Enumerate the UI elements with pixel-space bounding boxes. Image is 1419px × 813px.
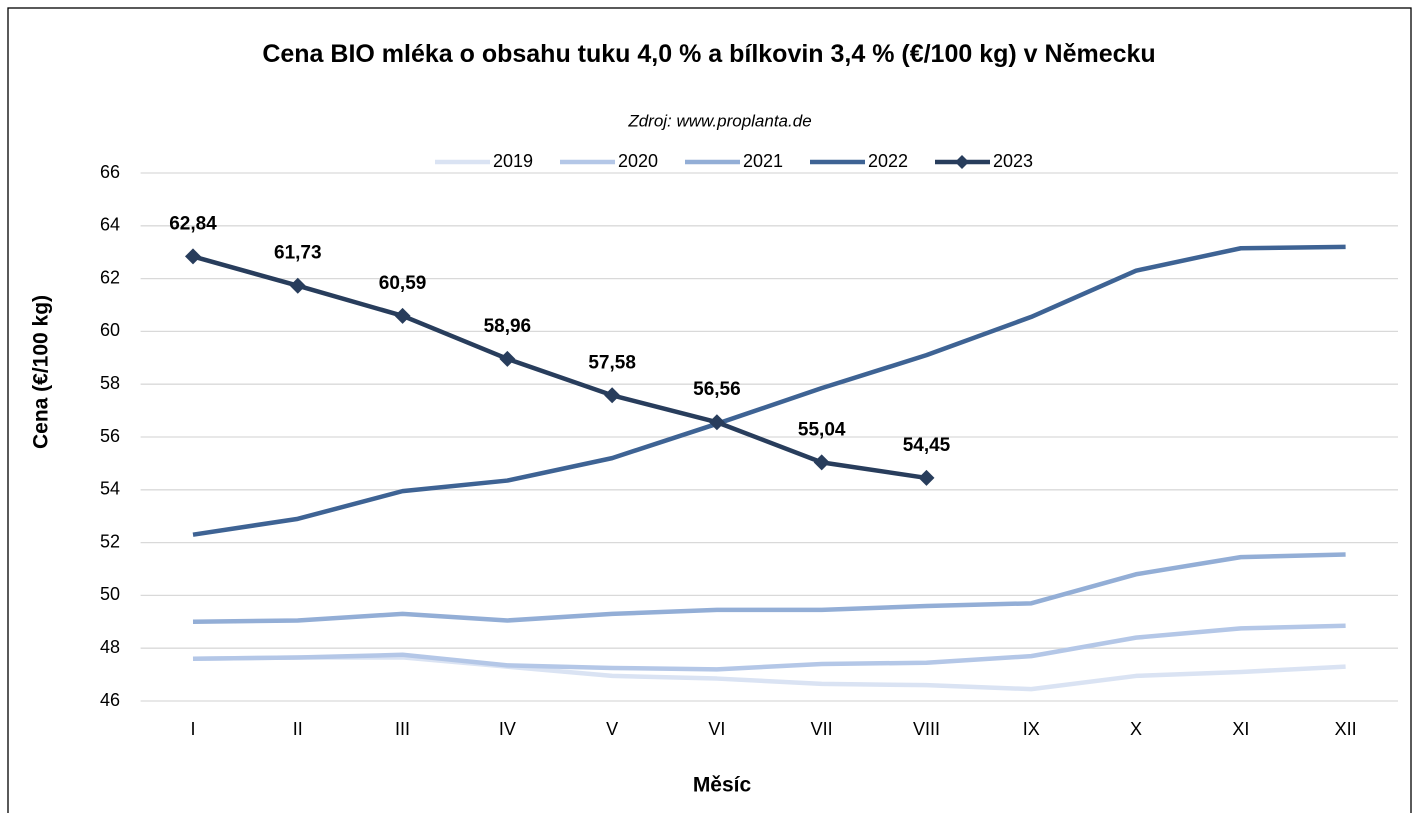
x-axis-label: Měsíc — [693, 774, 752, 797]
legend-label: 2023 — [993, 151, 1033, 171]
x-tick-label: X — [1130, 719, 1142, 739]
x-tick-label: IV — [499, 719, 516, 739]
x-tick-label: XI — [1232, 719, 1249, 739]
data-label: 54,45 — [903, 435, 951, 456]
y-tick-label: 50 — [100, 584, 120, 604]
y-tick-label: 60 — [100, 320, 120, 340]
data-label: 58,96 — [484, 316, 532, 337]
y-axis-label: Cena (€/100 kg) — [30, 295, 53, 449]
x-tick-label: IX — [1023, 719, 1040, 739]
series-line — [192, 254, 927, 481]
data-label: 60,59 — [379, 273, 427, 294]
y-tick-label: 62 — [100, 267, 120, 287]
point-marker — [289, 277, 306, 294]
y-tick-label: 52 — [100, 531, 120, 551]
y-tick-label: 66 — [100, 162, 120, 182]
x-tick-label: VIII — [913, 719, 940, 739]
series-line — [192, 552, 1346, 625]
x-tick-label: II — [293, 719, 303, 739]
y-tick-label: 64 — [100, 215, 120, 235]
series-line — [192, 623, 1346, 672]
point-marker — [184, 248, 201, 265]
chart-title: Cena BIO mléka o obsahu tuku 4,0 % a bíl… — [262, 40, 1156, 68]
legend-label: 2019 — [493, 151, 533, 171]
x-tick-label: III — [395, 719, 410, 739]
series-line — [192, 244, 1346, 537]
legend-label: 2020 — [618, 151, 658, 171]
point-marker — [394, 307, 411, 324]
data-label: 62,84 — [169, 213, 217, 234]
data-label: 55,04 — [798, 419, 846, 440]
point-marker — [499, 350, 516, 367]
y-tick-label: 48 — [100, 637, 120, 657]
point-marker — [813, 454, 830, 471]
legend-label: 2021 — [743, 151, 783, 171]
point-marker — [918, 469, 935, 486]
legend-marker — [955, 155, 969, 169]
x-tick-label: V — [606, 719, 618, 739]
y-tick-label: 46 — [100, 690, 120, 710]
subtitle: Zdroj: www.proplanta.de — [627, 111, 811, 130]
x-tick-label: VI — [708, 719, 725, 739]
y-tick-label: 58 — [100, 373, 120, 393]
data-label: 56,56 — [693, 379, 741, 400]
data-label: 57,58 — [588, 352, 636, 373]
data-label: 61,73 — [274, 243, 322, 264]
series-line — [192, 655, 1346, 692]
x-tick-label: VII — [811, 719, 833, 739]
frame — [7, 7, 1412, 813]
x-tick-label: I — [190, 719, 195, 739]
point-marker — [604, 387, 621, 404]
x-tick-label: XII — [1335, 719, 1357, 739]
legend-label: 2022 — [868, 151, 908, 171]
y-tick-label: 54 — [100, 479, 120, 499]
y-tick-label: 56 — [100, 426, 120, 446]
point-marker — [708, 414, 725, 431]
